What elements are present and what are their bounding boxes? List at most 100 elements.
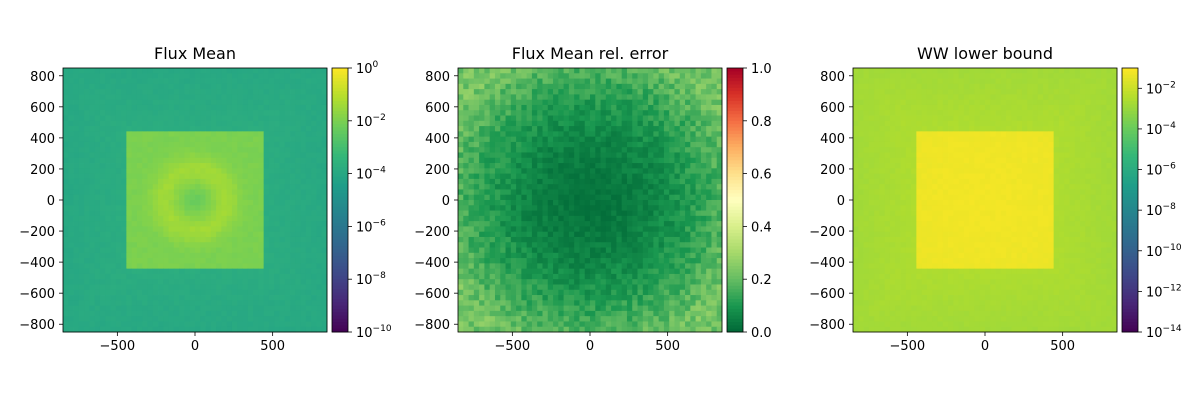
heatmap-cell xyxy=(695,289,702,296)
heatmap-cell xyxy=(321,178,328,185)
heatmap-cell xyxy=(616,310,623,317)
heatmap-cell xyxy=(84,99,90,106)
heatmap-cell xyxy=(590,157,596,164)
heatmap-cell xyxy=(136,178,143,185)
heatmap-cell xyxy=(184,173,191,180)
heatmap-cell xyxy=(147,289,154,296)
heatmap-cell xyxy=(690,284,696,291)
heatmap-cell xyxy=(621,205,628,211)
heatmap-cell xyxy=(500,279,506,285)
heatmap-cell xyxy=(547,68,554,74)
heatmap-cell xyxy=(463,221,469,227)
heatmap-cell xyxy=(321,78,328,85)
heatmap-cell xyxy=(473,231,480,238)
heatmap-cell xyxy=(163,231,169,238)
heatmap-cell xyxy=(279,226,286,233)
heatmap-cell xyxy=(653,279,660,285)
heatmap-cell xyxy=(590,147,596,153)
heatmap-cell xyxy=(690,236,696,243)
heatmap-cell xyxy=(521,120,528,127)
heatmap-cell xyxy=(168,321,175,328)
heatmap-cell xyxy=(247,147,254,153)
heatmap-cell xyxy=(73,252,80,259)
heatmap-cell xyxy=(621,242,628,248)
heatmap-cell xyxy=(290,126,296,132)
heatmap-cell xyxy=(189,268,196,275)
heatmap-cell xyxy=(463,178,469,185)
heatmap-cell xyxy=(584,231,591,238)
heatmap-cell xyxy=(663,231,670,238)
heatmap-cell xyxy=(468,178,475,185)
heatmap-cell xyxy=(158,68,164,74)
heatmap-cell xyxy=(505,78,512,85)
heatmap-cell xyxy=(547,120,554,127)
heatmap-cell xyxy=(237,147,243,153)
heatmap-cell xyxy=(242,321,249,328)
heatmap-cell xyxy=(63,78,69,85)
heatmap-cell xyxy=(553,194,559,201)
heatmap-cell xyxy=(221,231,228,238)
heatmap-cell xyxy=(126,184,133,190)
heatmap-cell xyxy=(168,200,175,206)
heatmap-cell xyxy=(158,73,164,79)
heatmap-cell xyxy=(300,194,307,201)
heatmap-cell xyxy=(168,104,175,111)
heatmap-cell xyxy=(247,326,254,333)
heatmap-cell xyxy=(279,284,286,291)
heatmap-cell xyxy=(152,247,159,254)
y-tick-label: −800 xyxy=(19,318,55,333)
heatmap-cell xyxy=(173,279,180,285)
heatmap-cell xyxy=(290,194,296,201)
heatmap-cell xyxy=(210,189,217,196)
heatmap-cell xyxy=(189,310,196,317)
heatmap-cell xyxy=(300,126,307,132)
heatmap-cell xyxy=(711,163,718,169)
heatmap-cell xyxy=(126,279,133,285)
heatmap-cell xyxy=(136,305,143,312)
heatmap-cell xyxy=(600,89,607,95)
heatmap-cell xyxy=(695,295,702,301)
heatmap-cell xyxy=(311,89,317,95)
heatmap-cell xyxy=(173,141,180,148)
heatmap-cell xyxy=(663,141,670,148)
heatmap-cell xyxy=(263,83,270,90)
heatmap-cell xyxy=(505,258,512,264)
heatmap-cell xyxy=(679,78,686,85)
heatmap-cell xyxy=(711,242,718,248)
heatmap-cell xyxy=(500,83,506,90)
heatmap-cell xyxy=(126,305,133,312)
heatmap-cell xyxy=(669,258,675,264)
heatmap-cell xyxy=(121,126,127,132)
heatmap-cell xyxy=(73,263,80,270)
heatmap-cell xyxy=(131,163,138,169)
colorbar-segment xyxy=(332,289,348,293)
heatmap-cell xyxy=(216,194,222,201)
heatmap-cell xyxy=(136,83,143,90)
heatmap-cell xyxy=(479,295,485,301)
heatmap-cell xyxy=(263,141,270,148)
heatmap-cell xyxy=(279,231,286,238)
heatmap-cell xyxy=(110,141,117,148)
heatmap-cell xyxy=(226,310,233,317)
heatmap-cell xyxy=(210,268,217,275)
heatmap-cell xyxy=(616,168,623,174)
colorbar-segment xyxy=(332,150,348,155)
heatmap-cell xyxy=(105,147,111,153)
heatmap-cell xyxy=(136,247,143,254)
heatmap-cell xyxy=(700,147,707,153)
heatmap-cell xyxy=(210,316,217,322)
heatmap-cell xyxy=(189,300,196,306)
heatmap-cell xyxy=(152,194,159,201)
heatmap-cell xyxy=(505,210,512,217)
heatmap-cell xyxy=(94,136,101,143)
heatmap-cell xyxy=(311,242,317,248)
heatmap-cell xyxy=(279,200,286,206)
heatmap-cell xyxy=(600,68,607,74)
heatmap-cell xyxy=(84,247,90,254)
heatmap-cell xyxy=(158,210,164,217)
heatmap-cell xyxy=(653,226,660,233)
heatmap-cell xyxy=(63,184,69,190)
heatmap-cell xyxy=(632,73,638,79)
heatmap-cell xyxy=(105,295,111,301)
heatmap-cell xyxy=(258,110,265,116)
